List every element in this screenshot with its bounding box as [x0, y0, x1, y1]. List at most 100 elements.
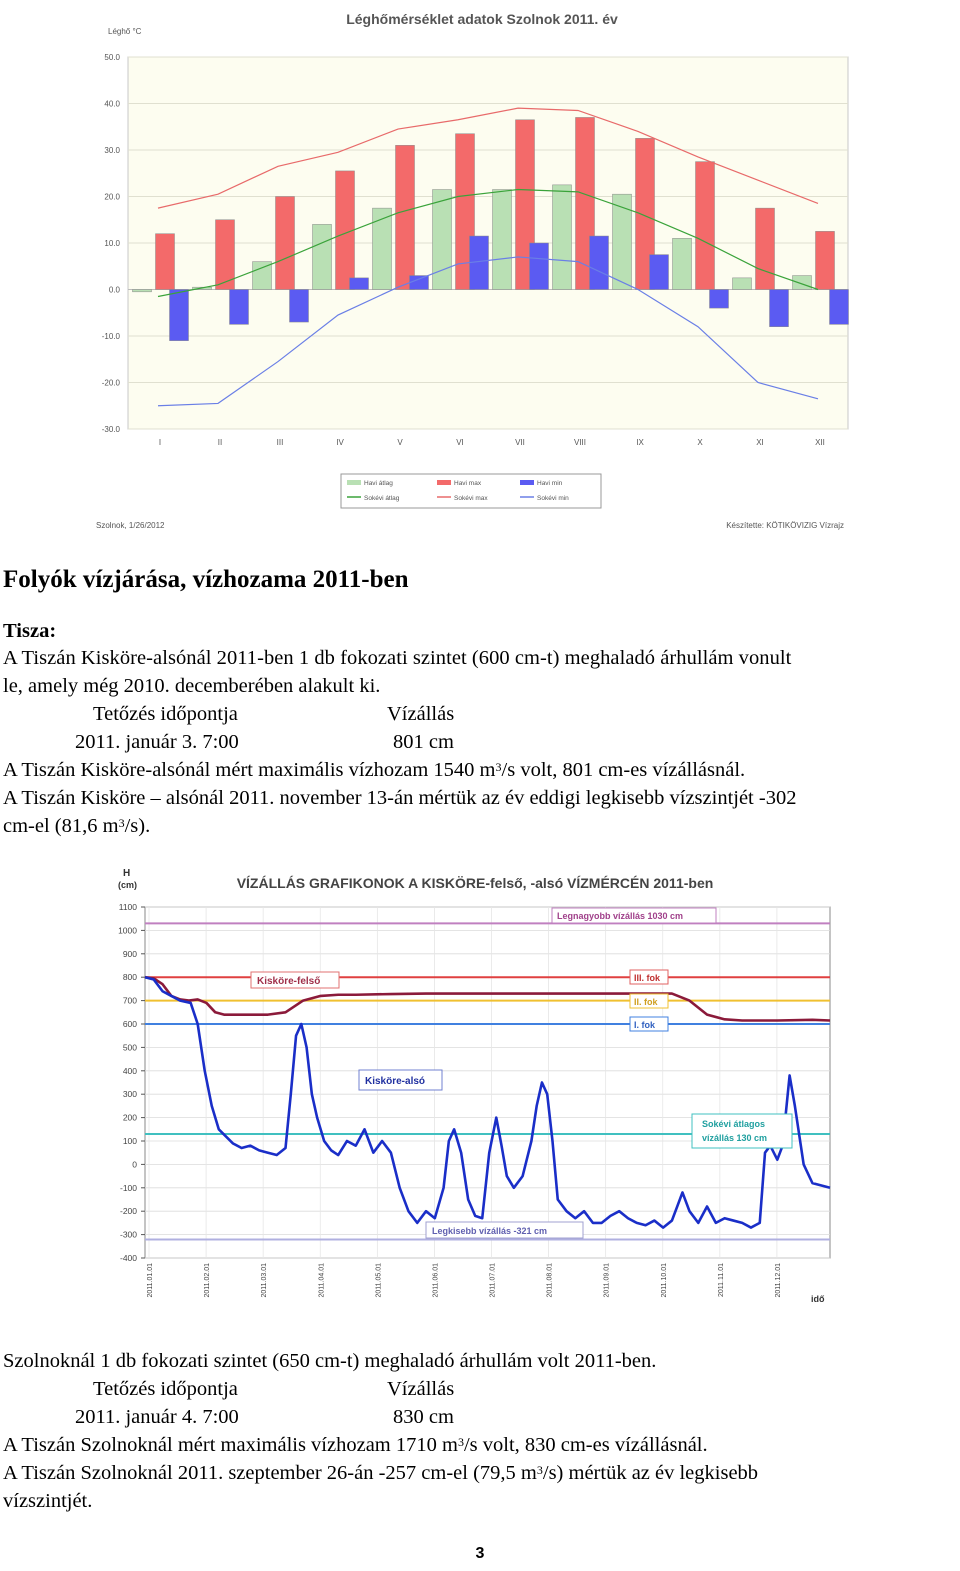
table2-col1-value: 2011. január 4. 7:00 — [75, 1406, 239, 1428]
chart1-legend-label: Sokévi max — [454, 495, 488, 502]
chart1-bar — [529, 242, 549, 290]
table1-col2-header: Vízállás — [387, 703, 455, 725]
chart2-y-tick-label: 200 — [123, 1113, 137, 1123]
chart1-y-tick-label: 0.0 — [109, 286, 121, 295]
chart2-series-line — [144, 975, 831, 1229]
chart2-y-tick-label: -300 — [120, 1230, 137, 1240]
label-fok2: II. fok — [634, 997, 658, 1007]
chart1-bar — [792, 275, 812, 290]
chart1-x-tick-label: II — [218, 438, 222, 447]
chart2-x-tick-label: 2011.08.01 — [547, 1263, 554, 1298]
table1-col1-value: 2011. január 3. 7:00 — [75, 731, 239, 753]
chart1-bar — [695, 161, 715, 290]
chart2-x-tick-label: 2011.11.01 — [718, 1263, 725, 1297]
min-level-line-1: A Tiszán Kisköre – alsónál 2011. novembe… — [3, 784, 796, 812]
chart1-bar — [252, 261, 272, 290]
chart2-x-tick-label: 2011.10.01 — [661, 1263, 668, 1298]
chart1-bar — [755, 207, 775, 290]
chart1-lines — [157, 107, 819, 407]
chart1-series-line — [157, 107, 819, 209]
chart2-y-tick-label: 700 — [123, 996, 137, 1006]
chart2-y-tick-label: 500 — [123, 1042, 137, 1052]
table2-col2-header: Vízállás — [387, 1378, 455, 1400]
chart1-x-tick-label: X — [697, 438, 703, 447]
tisza-label: Tisza: — [3, 620, 57, 642]
chart2-y-ticks: 110010009008007006005004003002001000-100… — [118, 902, 137, 1263]
chart1-bar — [552, 184, 572, 290]
chart1-bar — [709, 289, 729, 309]
chart2-xlabel: idő — [811, 1294, 825, 1304]
chart2-y-tick-label: 300 — [123, 1089, 137, 1099]
min-level-line-1b: cm-el (81,6 m3/s). — [3, 812, 150, 840]
chart1-footer-right: Készítette: KÖTIKÖVIZIG Vízrajz — [726, 521, 844, 530]
chart1-y-tick-label: 40.0 — [104, 100, 120, 109]
chart1-y-tick-label: -20.0 — [102, 379, 121, 388]
chart2-y-tick-label: -100 — [120, 1183, 137, 1193]
label-kiskore-also: Kisköre-alsó — [365, 1076, 425, 1087]
label-min: Legkisebb vízállás -321 cm — [432, 1226, 547, 1236]
chart1-y-tick-label: 50.0 — [104, 53, 120, 62]
chart2-y-tick-label: 900 — [123, 949, 137, 959]
chart1-bar — [289, 289, 309, 323]
label-fok3: III. fok — [634, 973, 661, 983]
chart1-bar — [349, 277, 369, 290]
chart1-x-tick-label: VII — [515, 438, 525, 447]
chart2-y-tick-label: 0 — [132, 1159, 137, 1169]
chart2-series — [144, 975, 831, 1229]
min1-text-c: /s). — [124, 815, 151, 837]
chart1-legend-swatch — [347, 480, 361, 485]
chart1-y-tick-label: -10.0 — [102, 332, 121, 341]
chart2-y-tick-label: 100 — [123, 1136, 137, 1146]
min-level-line-2b: vízszintjét. — [3, 1490, 93, 1512]
min2-seg-a: A Tiszán Szolnoknál 2011. szeptember 26-… — [3, 1459, 758, 1487]
chart1-bar — [732, 277, 752, 290]
label-kiskore-felso: Kisköre-felső — [257, 976, 320, 987]
chart1-y-tick-label: 20.0 — [104, 193, 120, 202]
para1-line1-text: A Tiszán Kisköre-alsónál 2011-ben 1 db f… — [3, 647, 792, 669]
chart1-legend-label: Sokévi átlag — [364, 495, 400, 502]
chart2-x-tick-label: 2011.03.01 — [261, 1263, 268, 1298]
chart2-x-tick-label: 2011.04.01 — [318, 1263, 325, 1298]
chart1-bar — [649, 254, 669, 290]
chart1-bar — [589, 235, 609, 290]
max2-text-b: /s volt, 830 cm-es vízállásnál. — [463, 1434, 708, 1456]
para1-line2: le, amely még 2010. decemberében alakult… — [3, 675, 381, 697]
chart1-y-tick-label: 10.0 — [104, 239, 120, 248]
max1-text-a: A Tiszán Kisköre-alsónál mért maximális … — [3, 759, 496, 781]
chart1-bar — [635, 138, 655, 290]
chart1-x-ticks: I II III IV V VI VII VIII IX X XI XII — [159, 438, 825, 447]
chart2-x-ticks: 2011.01.01 2011.02.01 2011.03.01 2011.04.01… — [147, 1263, 782, 1298]
chart1-title: Léghőmérséklet adatok Szolnok 2011. év — [346, 11, 618, 27]
section-heading: Folyók vízjárása, vízhozama 2011-ben — [3, 566, 409, 593]
table2-col1-header: Tetőzés időpontja — [93, 1378, 238, 1400]
chart1-bar — [275, 196, 295, 290]
chart2-series-line — [144, 975, 831, 1022]
chart1-x-tick-label: III — [277, 438, 284, 447]
table1-col2-value: 801 cm — [393, 731, 454, 753]
para2: Szolnoknál 1 db fokozati szintet (650 cm… — [3, 1350, 657, 1372]
water-level-chart: H (cm) VÍZÁLLÁS GRAFIKONOK A KISKÖRE-fel… — [118, 868, 831, 1304]
chart2-y-tick-label: 1100 — [119, 902, 138, 912]
chart1-legend-label: Havi átlag — [364, 480, 393, 487]
min2-text-a: A Tiszán Szolnoknál 2011. szeptember 26-… — [3, 1462, 537, 1484]
chart1-x-tick-label: XI — [756, 438, 764, 447]
chart1-x-tick-label: I — [159, 438, 161, 447]
chart2-y-tick-label: 400 — [123, 1066, 137, 1076]
max-discharge-line-2: A Tiszán Szolnoknál mért maximális vízho… — [3, 1431, 708, 1459]
chart1-legend-swatch — [437, 480, 451, 485]
chart1-legend-label: Havi min — [537, 480, 563, 487]
chart2-y-tick-label: -400 — [120, 1253, 137, 1263]
chart1-ylabel: Léghő °C — [108, 27, 142, 36]
chart1-bar — [612, 193, 632, 290]
chart1-bar — [672, 238, 692, 290]
chart1-bar — [492, 189, 512, 290]
max-discharge-line-1: A Tiszán Kisköre-alsónál mért maximális … — [3, 756, 745, 784]
chart1-bar — [155, 233, 175, 290]
chart1-bar — [829, 289, 849, 325]
max2-text-a: A Tiszán Szolnoknál mért maximális vízho… — [3, 1434, 458, 1456]
max1-sup: 3 — [495, 760, 502, 774]
chart1-legend-label: Sokévi min — [537, 495, 569, 502]
label-fok1: I. fok — [634, 1020, 656, 1030]
chart1-bar — [215, 219, 235, 290]
table2-col2-value: 830 cm — [393, 1406, 454, 1428]
